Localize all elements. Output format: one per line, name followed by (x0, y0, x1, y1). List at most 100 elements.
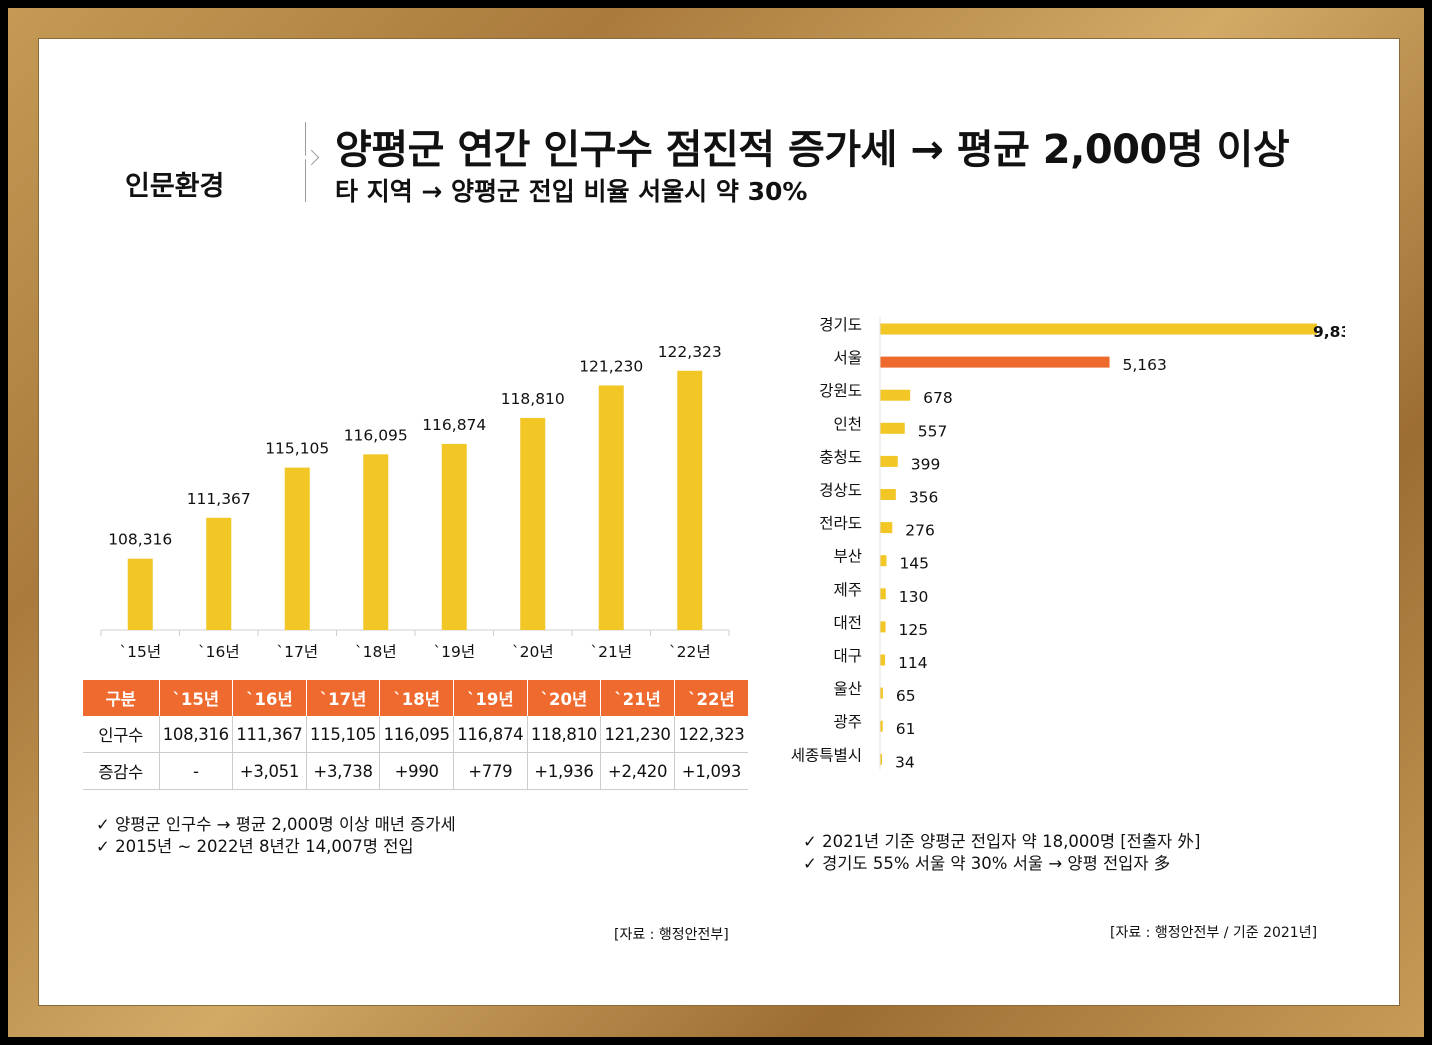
category-label: 서울 (833, 349, 862, 367)
data-label: 34 (895, 753, 915, 771)
table-cell: 116,095 (379, 716, 454, 753)
table-cell: - (159, 752, 234, 790)
section-label: 인문환경 (125, 171, 225, 202)
table-cell: +990 (379, 752, 454, 790)
table-header-year: `18년 (379, 680, 454, 716)
data-label: 678 (923, 389, 953, 407)
data-label: 399 (911, 455, 941, 473)
bar (880, 588, 886, 600)
data-label: 108,316 (108, 531, 172, 549)
table-cell: 115,105 (306, 716, 381, 753)
table-cell: 121,230 (600, 716, 675, 753)
category-label: 대전 (833, 614, 862, 632)
data-label: 5,163 (1123, 356, 1167, 374)
table-cell: +2,420 (600, 752, 675, 790)
category-label: 전라도 (819, 515, 862, 533)
table-header-year: `22년 (674, 680, 748, 716)
page-subtitle: 타 지역 → 양평군 전입 비율 서울시 약 30% (335, 177, 808, 206)
table-header-year: `15년 (159, 680, 234, 716)
bar (880, 422, 905, 434)
data-label: 61 (896, 720, 916, 738)
data-label: 115,105 (265, 440, 329, 458)
data-label: 118,810 (501, 390, 565, 408)
notes-left: ✓ 양평군 인구수 → 평균 2,000명 이상 매년 증가세 ✓ 2015년 … (96, 814, 456, 858)
table-header-year: `17년 (306, 680, 381, 716)
category-label: 경기도 (819, 316, 862, 334)
table-row: 인구수 108,316 111,367 115,105 116,095 116,874 11… (83, 716, 748, 753)
row-label: 증감수 (83, 752, 160, 790)
table-cell: 111,367 (232, 716, 307, 753)
bar (441, 443, 467, 630)
table-cell: 122,323 (674, 716, 748, 753)
table-header-label: 구분 (83, 680, 160, 716)
data-label: 9,830 (1313, 323, 1345, 341)
data-label: 111,367 (187, 490, 251, 508)
category-label: 인천 (833, 415, 862, 433)
data-label: 122,323 (658, 343, 722, 361)
source-left: [자료 : 행정안전부] (614, 927, 729, 943)
row-label: 인구수 (83, 716, 160, 753)
header-divider (305, 122, 306, 202)
source-right: [자료 : 행정안전부 / 기준 2021년] (1110, 925, 1318, 941)
table-cell: 118,810 (527, 716, 602, 753)
table-cell: +1,936 (527, 752, 602, 790)
data-label: 114 (898, 654, 928, 672)
table-header-row: 구분 `15년 `16년 `17년 `18년 `19년 `20년 `21년 `22년 (83, 680, 748, 716)
slide-canvas (38, 38, 1400, 1006)
tick-label: `21년 (590, 643, 632, 661)
tick-label: `22년 (669, 643, 711, 661)
category-label: 부산 (833, 548, 862, 566)
notes-right: ✓ 2021년 기준 양평군 전입자 약 18,000명 [전출자 外] ✓ 경… (803, 831, 1200, 875)
tick-label: `18년 (355, 643, 397, 661)
population-bar-chart: 108,316 `15년 111,367 `16년 115,105 `17년 116,095… (100, 343, 730, 661)
bar (880, 323, 1317, 335)
table-cell: +3,051 (232, 752, 307, 790)
category-label: 대구 (833, 647, 862, 665)
category-label: 충청도 (819, 448, 862, 466)
note-item: ✓ 경기도 55% 서울 약 30% 서울 → 양평 전입자 多 (803, 854, 1171, 873)
bar (880, 753, 882, 765)
bar (284, 467, 310, 630)
bar (598, 385, 624, 630)
tick-label: `15년 (119, 643, 161, 661)
data-label: 145 (899, 555, 929, 573)
bar (127, 558, 153, 630)
population-table: 구분 `15년 `16년 `17년 `18년 `19년 `20년 `21년 `22년 인구수 10… (83, 680, 748, 790)
table-cell: 116,874 (453, 716, 528, 753)
category-label: 세종특별시 (791, 746, 862, 764)
data-label: 130 (899, 588, 929, 606)
category-label: 제주 (833, 581, 862, 599)
note-item: ✓ 2015년 ~ 2022년 8년간 14,007명 전입 (96, 837, 414, 856)
category-label: 울산 (833, 680, 862, 698)
table-cell: +779 (453, 752, 528, 790)
data-label: 125 (899, 621, 929, 639)
table-cell: +1,093 (674, 752, 748, 790)
bar (520, 417, 546, 630)
table-header-year: `16년 (232, 680, 307, 716)
bar (880, 455, 898, 467)
data-label: 65 (896, 687, 916, 705)
bar (880, 389, 911, 401)
note-item: ✓ 양평군 인구수 → 평균 2,000명 이상 매년 증가세 (96, 815, 456, 834)
data-label: 276 (905, 522, 935, 540)
table-cell: +3,738 (306, 752, 381, 790)
data-label: 121,230 (579, 357, 643, 375)
bar (206, 517, 232, 630)
bar (880, 621, 886, 633)
bar (880, 555, 887, 567)
data-label: 356 (909, 489, 939, 507)
data-label: 116,095 (344, 426, 408, 444)
table-header-year: `20년 (527, 680, 602, 716)
bar (880, 720, 883, 732)
bar (880, 654, 886, 666)
bar (880, 489, 896, 500)
category-label: 경상도 (819, 482, 862, 500)
category-label: 강원도 (819, 382, 862, 400)
page-title: 양평군 연간 인구수 점진적 증가세 → 평균 2,000명 이상 (335, 127, 1290, 173)
bar (880, 687, 883, 699)
inflow-bar-chart: 경기도 9,830 서울 5,163 강원도 678 인천 557 충청도 399 경상도 356 전라… (791, 316, 1345, 771)
data-label: 116,874 (422, 416, 486, 434)
tick-label: `17년 (276, 643, 318, 661)
bar (363, 454, 389, 630)
tick-label: `19년 (433, 643, 475, 661)
